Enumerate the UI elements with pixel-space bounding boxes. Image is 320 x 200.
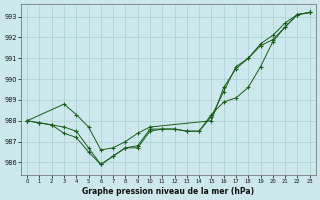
X-axis label: Graphe pression niveau de la mer (hPa): Graphe pression niveau de la mer (hPa) xyxy=(82,187,254,196)
